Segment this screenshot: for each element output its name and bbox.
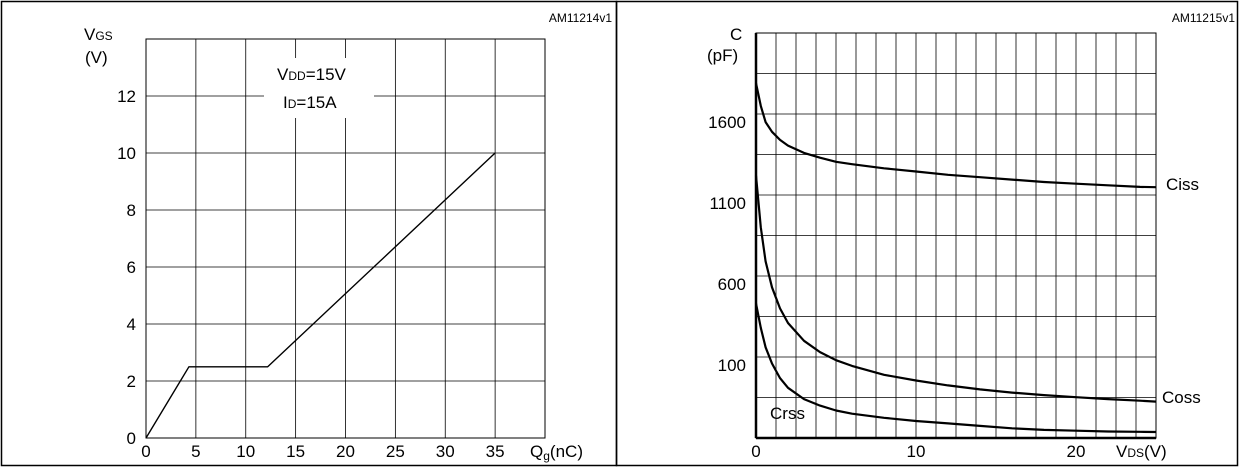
y-tick-label: 100	[718, 356, 746, 375]
series-lines	[754, 82, 1157, 434]
series-line-coss	[754, 175, 1157, 403]
gate-charge-chart: AM11214v1 VGS (V) Qg(nC) 0 5 10 15 20 25 30 350…	[84, 11, 612, 463]
annotation-background	[264, 58, 374, 118]
chart-code: AM11214v1	[549, 11, 612, 25]
x-tick-label: 20	[1067, 442, 1086, 461]
y-axis-label-sub: GS	[95, 29, 112, 43]
y-axis-label: VGS (V)	[84, 25, 113, 67]
x-tick-label: 20	[336, 442, 355, 461]
series-lines	[145, 152, 496, 439]
y-tick-label: 1100	[709, 194, 746, 213]
x-axis-label-sub: g	[543, 449, 550, 463]
plot-frame	[145, 38, 546, 439]
y-axis-label: C (pF)	[707, 25, 742, 65]
annotation-box: VDD=15V ID=15A	[264, 58, 374, 118]
series-line	[145, 152, 496, 439]
x-axis-label-main: Q	[530, 442, 543, 461]
y-tick-label: 8	[127, 201, 136, 220]
series-label-coss: Coss	[1162, 388, 1201, 407]
chart-code: AM11215v1	[1172, 11, 1235, 25]
x-axis-label: VDS(V)	[1116, 442, 1167, 461]
series-label-ciss: Ciss	[1166, 175, 1199, 194]
x-tick-label: 15	[286, 442, 305, 461]
x-tick-label: 10	[907, 442, 926, 461]
y-tick-label: 2	[127, 372, 136, 391]
series-labels: Ciss Coss Crss	[770, 175, 1201, 423]
series-line-crss	[754, 303, 1157, 434]
x-tick-label: 5	[191, 442, 200, 461]
x-axis-label: Qg(nC)	[530, 442, 583, 463]
x-tick-label: 0	[751, 442, 760, 461]
x-tick-label: 25	[386, 442, 405, 461]
x-axis-label-sub: DS	[1127, 446, 1144, 460]
tick-labels: 0 5 10 15 20 25 30 35 0 2 4 6 8 10 12	[117, 87, 505, 461]
y-tick-label: 4	[127, 315, 136, 334]
grid	[754, 32, 1157, 440]
y-tick-label: 6	[127, 258, 136, 277]
grid	[145, 38, 546, 439]
series-line-ciss	[754, 82, 1157, 189]
y-axis-unit: (V)	[85, 48, 108, 67]
y-tick-label: 12	[117, 87, 136, 106]
x-tick-label: 10	[236, 442, 255, 461]
x-axis-unit: (V)	[1144, 442, 1167, 461]
annotation-id: ID=15A	[283, 93, 337, 112]
y-tick-label: 1600	[708, 113, 746, 132]
y-tick-label: 10	[117, 144, 136, 163]
y-tick-label: 600	[718, 275, 746, 294]
x-tick-label: 0	[141, 442, 150, 461]
x-axis-label-main: V	[1116, 442, 1128, 461]
tick-labels: 0 10 20 100 600 1100 1600	[708, 113, 1085, 461]
panel-right-frame	[615, 0, 1239, 467]
x-tick-label: 35	[486, 442, 505, 461]
x-axis-unit: (nC)	[550, 442, 583, 461]
y-axis-label-main: C	[730, 25, 742, 44]
svg-text:Qg(nC): Qg(nC)	[530, 442, 583, 463]
y-axis-unit: (pF)	[707, 46, 738, 65]
capacitance-chart: AM11215v1 C (pF) VDS(V) 0 10 20 100 600 1100 1…	[707, 11, 1235, 461]
svg-text:VDS(V): VDS(V)	[1116, 442, 1167, 461]
svg-text:VGS: VGS	[84, 25, 113, 44]
y-tick-label: 0	[127, 429, 136, 448]
series-label-crss: Crss	[770, 404, 805, 423]
x-tick-label: 30	[436, 442, 455, 461]
y-axis-label-main: V	[84, 25, 96, 44]
annotation-vdd: VDD=15V	[277, 65, 347, 84]
